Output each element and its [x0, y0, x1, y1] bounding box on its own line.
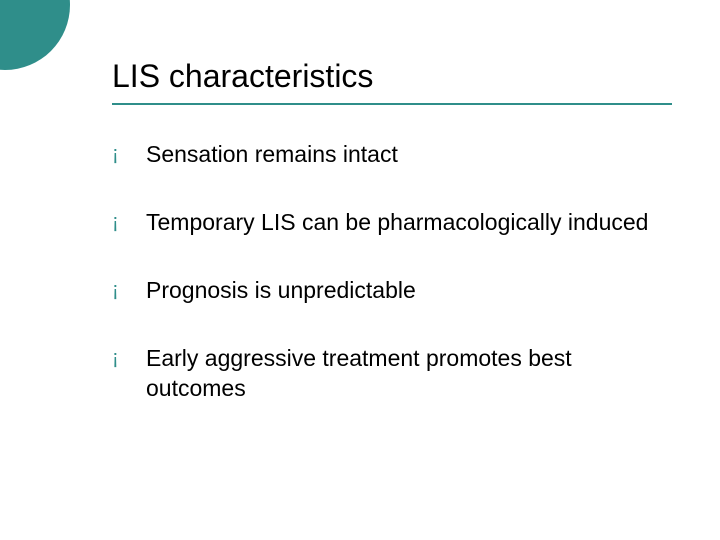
bullet-icon: ¡ — [112, 275, 146, 305]
bullet-text: Prognosis is unpredictable — [146, 275, 416, 305]
slide-title: LIS characteristics — [112, 58, 672, 101]
bullet-list: ¡ Sensation remains intact ¡ Temporary L… — [112, 139, 672, 403]
bullet-text: Sensation remains intact — [146, 139, 398, 169]
bullet-text: Temporary LIS can be pharmacologically i… — [146, 207, 648, 237]
list-item: ¡ Early aggressive treatment promotes be… — [112, 343, 672, 403]
bullet-icon: ¡ — [112, 343, 146, 373]
slide-content: LIS characteristics ¡ Sensation remains … — [112, 58, 672, 441]
accent-circle — [0, 0, 70, 70]
list-item: ¡ Temporary LIS can be pharmacologically… — [112, 207, 672, 237]
list-item: ¡ Sensation remains intact — [112, 139, 672, 169]
list-item: ¡ Prognosis is unpredictable — [112, 275, 672, 305]
bullet-text: Early aggressive treatment promotes best… — [146, 343, 672, 403]
bullet-icon: ¡ — [112, 139, 146, 169]
bullet-icon: ¡ — [112, 207, 146, 237]
title-underline — [112, 103, 672, 105]
